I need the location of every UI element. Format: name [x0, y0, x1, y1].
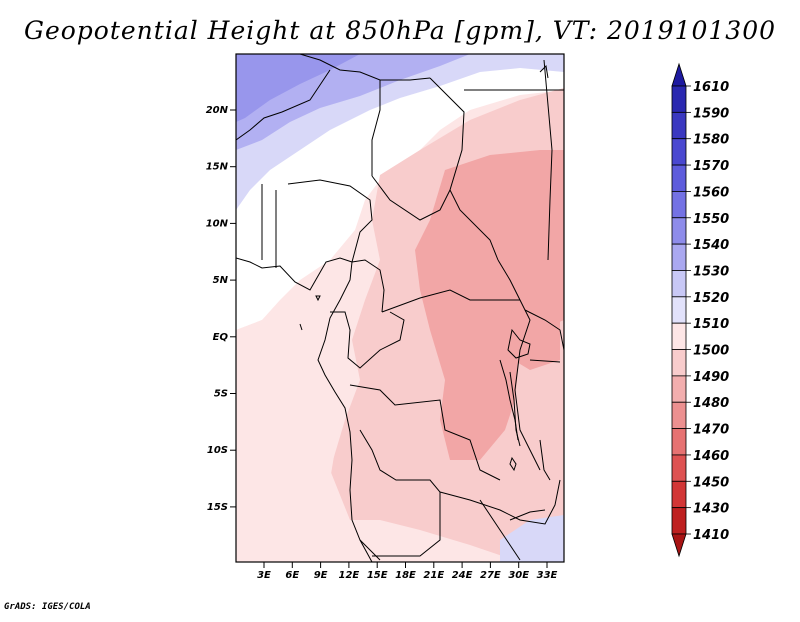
colorbar-label: 1510: [693, 317, 729, 332]
colorbar: 1610 1590 1580 1570 1560 1550 1540 1530 1520 1510…: [671, 62, 729, 558]
lon-tick-label: 24E: [452, 570, 473, 581]
colorbar-box: [671, 480, 687, 509]
lake-tanganyika: [509, 371, 521, 447]
island-1: [315, 295, 321, 302]
coastline-west-africa: [236, 257, 373, 562]
colorbar-box: [671, 401, 687, 429]
country-borders: [236, 54, 564, 562]
lon-tick-label: 6E: [285, 570, 299, 581]
colorbar-box: [671, 454, 687, 482]
lat-tick-label: 10N: [206, 218, 229, 229]
border-east-2: [543, 59, 553, 261]
colorbar-label: 1500: [693, 344, 729, 359]
lon-tick-label: 30E: [508, 570, 529, 581]
lon-tick-label: 12E: [339, 570, 360, 581]
colorbar-bottom-arrow: [671, 533, 687, 558]
lat-tick-label: 10S: [207, 445, 228, 456]
lake-bangweulu: [509, 456, 517, 472]
lake-victoria: [507, 328, 531, 359]
border-south-2: [509, 509, 546, 521]
colorbar-label: 1410: [693, 528, 729, 543]
border-angola: [359, 429, 441, 557]
border-chad-car: [371, 175, 451, 221]
colorbar-label: 1580: [693, 133, 729, 148]
border-se: [479, 499, 521, 561]
border-lake-3: [529, 359, 561, 363]
colorbar-top-arrow: [671, 62, 687, 87]
border-east-1: [497, 259, 541, 471]
border-chad-niger: [371, 80, 381, 176]
border-cameroon: [351, 259, 385, 313]
colorbar-label: 1460: [693, 449, 729, 464]
colorbar-box: [671, 428, 687, 456]
border-north-2: [236, 69, 331, 141]
colorbar-label: 1570: [693, 159, 729, 174]
lon-tick-label: 27E: [480, 570, 501, 581]
colorbar-box: [671, 191, 687, 219]
shade-1500-coast: [236, 300, 345, 562]
colorbar-box: [671, 270, 687, 298]
shade-1520-southeast: [500, 515, 564, 562]
map-frame: [235, 53, 565, 563]
colorbar-label: 1490: [693, 370, 729, 385]
colorbar-label: 1430: [693, 502, 729, 517]
longitude-axis: 3E 6E 9E 12E 15E 18E 21E 24E 27E 30E 33E: [257, 562, 558, 581]
border-south-1: [359, 539, 381, 561]
island-2: [299, 323, 303, 331]
sea-top-right: [539, 64, 549, 79]
colorbar-box: [671, 85, 687, 113]
colorbar-box: [671, 243, 687, 271]
colorbar-box: [671, 138, 687, 166]
colorbar-label: 1550: [693, 212, 729, 227]
lat-tick-label: 15S: [207, 502, 228, 513]
border-north-1: [299, 54, 431, 81]
colorbar-label: 1470: [693, 423, 729, 438]
lake-malawi: [539, 439, 551, 481]
border-zambia: [439, 479, 561, 525]
border-congo: [349, 384, 501, 481]
lat-tick-label: EQ: [213, 332, 229, 343]
lat-tick-label: 20N: [206, 105, 229, 116]
latitude-axis: 20N 15N 10N 5N EQ 5S 10S 15S: [206, 105, 236, 513]
lat-tick-label: 5S: [214, 389, 228, 400]
border-gabon: [330, 311, 405, 369]
colorbar-label: 1480: [693, 396, 729, 411]
border-car-drc: [381, 289, 520, 313]
colorbar-box: [671, 164, 687, 192]
colorbar-box: [671, 111, 687, 140]
lon-tick-label: 33E: [537, 570, 558, 581]
lat-tick-label: 5N: [213, 275, 229, 286]
lat-tick-label: 15N: [206, 162, 229, 173]
lon-tick-label: 3E: [257, 570, 271, 581]
colorbar-label: 1520: [693, 291, 729, 306]
lon-tick-label: 15E: [367, 570, 388, 581]
lon-tick-label: 21E: [423, 570, 444, 581]
border-nigeria: [287, 179, 373, 263]
colorbar-label: 1610: [693, 80, 729, 95]
colorbar-box: [671, 375, 687, 403]
colorbar-label: 1450: [693, 475, 729, 490]
colorbar-box: [671, 507, 687, 535]
colorbar-label: 1560: [693, 185, 729, 200]
lon-tick-label: 9E: [314, 570, 328, 581]
colorbar-box: [671, 322, 687, 350]
shade-1480-band: [415, 150, 564, 460]
geopotential-shading: [236, 54, 564, 562]
colorbar-box: [671, 217, 687, 245]
colorbar-box: [671, 349, 687, 377]
colorbar-label: 1590: [693, 106, 729, 121]
chart-title: Geopotential Height at 850hPa [gpm], VT:…: [23, 16, 777, 45]
shade-1540-band: [236, 54, 360, 122]
grads-credit: GrADS: IGES/COLA: [4, 602, 91, 612]
colorbar-label: 1530: [693, 264, 729, 279]
lon-tick-label: 18E: [395, 570, 416, 581]
colorbar-box: [671, 296, 687, 324]
colorbar-label: 1540: [693, 238, 729, 253]
border-lake-2: [524, 309, 564, 351]
